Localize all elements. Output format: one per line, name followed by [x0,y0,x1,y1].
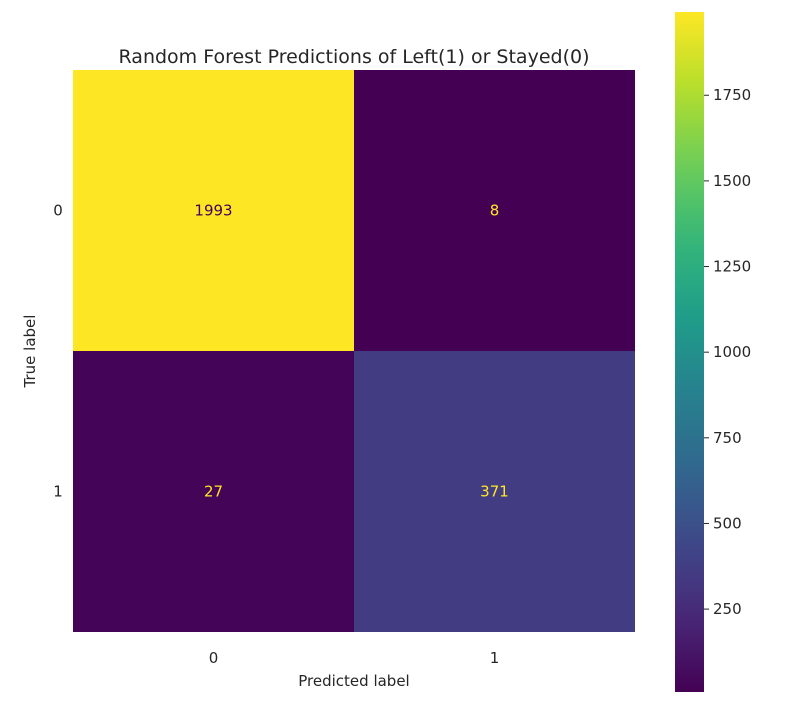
colorbar-tick-label: 250 [713,600,742,618]
colorbar-tick-label: 750 [713,429,742,447]
cell-value-label: 8 [490,202,500,220]
x-axis-label: Predicted label [298,672,409,690]
x-tick-label: 1 [490,649,500,667]
colorbar-tick-label: 1000 [713,343,751,361]
heatmap-cells: 1993 8 27 371 [73,70,635,632]
colorbar-tick-label: 1500 [713,172,751,190]
cell-value-label: 1993 [194,202,232,220]
y-axis-ticks: 01 [53,202,63,501]
colorbar-gradient [675,12,704,692]
chart-title: Random Forest Predictions of Left(1) or … [119,46,590,68]
y-tick-label: 1 [53,483,63,501]
cell-value-label: 371 [480,483,509,501]
colorbar-tick-label: 500 [713,514,742,532]
colorbar-tick-label: 1750 [713,86,751,104]
heatmap-cell [73,70,354,351]
heatmap-cell [354,351,635,632]
heatmap-cell [73,351,354,632]
colorbar-tick-label: 1250 [713,258,751,276]
x-tick-label: 0 [209,649,219,667]
colorbar: 250 500 750 1000 1250 1500 1750 [675,12,751,692]
y-tick-label: 0 [53,202,63,220]
heatmap-cell [354,70,635,351]
y-axis-label: True label [21,315,39,389]
cell-value-label: 27 [204,483,223,501]
